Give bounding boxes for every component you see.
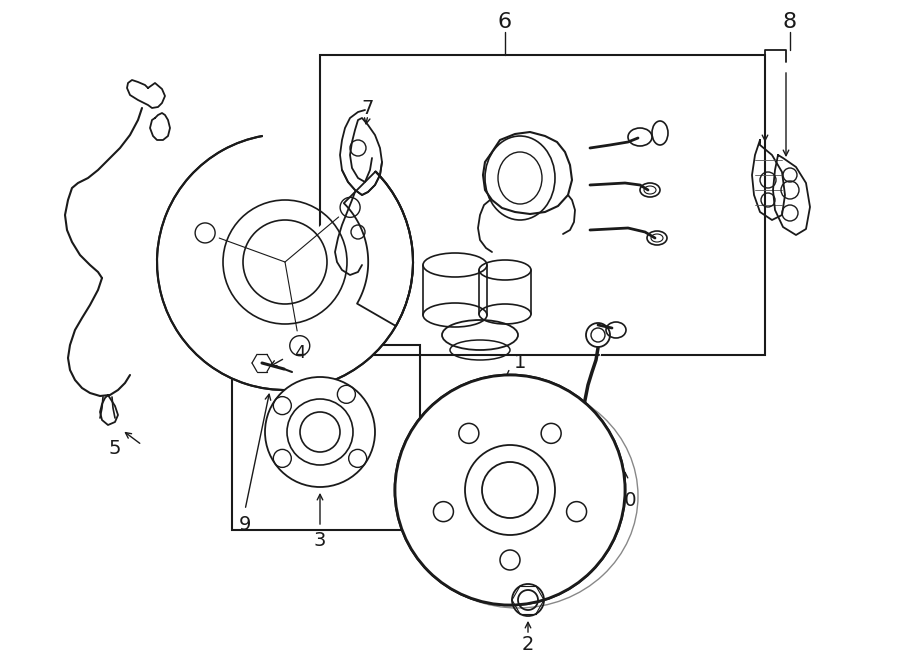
Text: 6: 6 (498, 12, 512, 32)
Circle shape (395, 375, 625, 605)
Text: 7: 7 (362, 98, 374, 118)
Text: 1: 1 (514, 352, 526, 371)
Text: 5: 5 (109, 438, 122, 457)
Text: 8: 8 (783, 12, 797, 32)
Circle shape (265, 377, 375, 487)
Text: 9: 9 (238, 516, 251, 535)
Text: 10: 10 (613, 490, 637, 510)
Bar (320, 55, 765, 355)
Bar (232, 345, 420, 530)
Text: 3: 3 (314, 531, 326, 549)
Text: 4: 4 (294, 344, 306, 362)
Polygon shape (157, 136, 413, 390)
Text: 2: 2 (522, 635, 535, 654)
Circle shape (395, 375, 625, 605)
